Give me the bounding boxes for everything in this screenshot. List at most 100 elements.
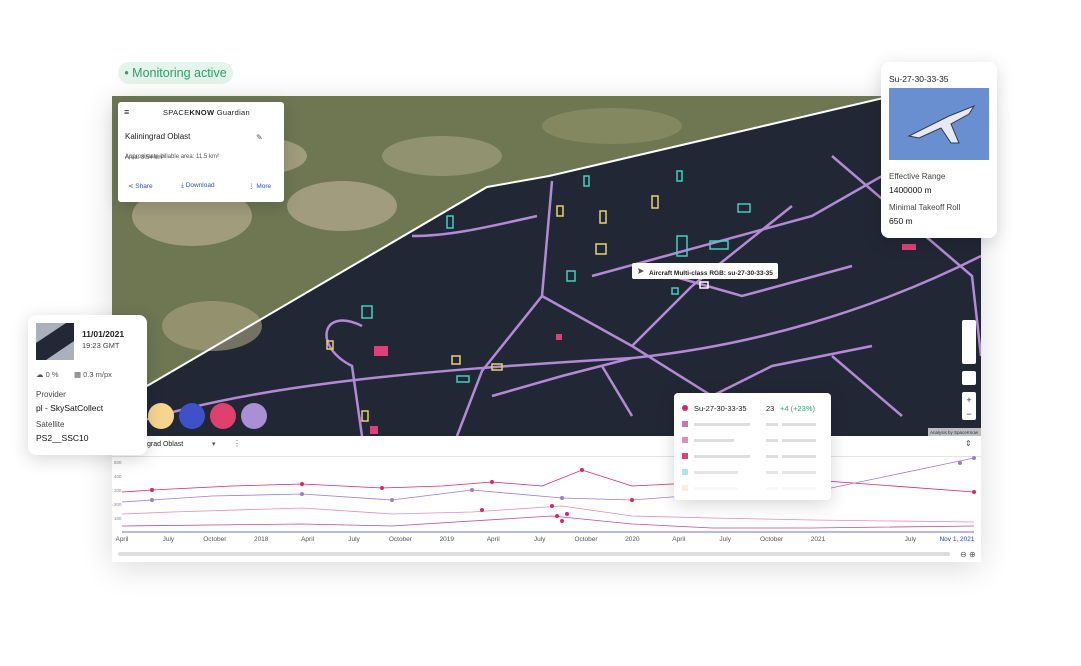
status-text: Monitoring active [132, 66, 227, 80]
field-value: pl - SkySatCollect [36, 403, 104, 413]
status-badge: • Monitoring active [118, 62, 233, 84]
expand-toggle[interactable]: ⇕ [965, 439, 972, 448]
x-label: October [203, 536, 227, 543]
main-panel: Aircraft Multi-class RGB: su-27-30-33-35… [112, 96, 981, 562]
x-labels: April July October 2018 April July October 2019… [115, 536, 974, 543]
vehicles-button[interactable] [210, 403, 236, 429]
map-sand [382, 136, 502, 176]
x-label: July [348, 536, 360, 543]
x-label: April [115, 536, 129, 543]
zoom-out-timeline[interactable]: ⊖ [960, 550, 967, 559]
resolution-value: 0.3 m/px [83, 370, 112, 379]
attribution: Analysis by SpaceKnow [930, 430, 979, 435]
aircraft-button[interactable] [179, 403, 205, 429]
map-tooltip-box [632, 263, 778, 279]
y-labels: 500 400 300 200 100 [114, 460, 122, 521]
cloud-value: 0 % [45, 370, 59, 379]
aircraft-title: Su-27-30-33-35 [889, 74, 949, 84]
menu-icon[interactable]: ≡ [124, 107, 130, 117]
field-label: Minimal Takeoff Roll [889, 203, 961, 212]
field-value: 650 m [889, 216, 913, 226]
share-label: Share [135, 183, 153, 190]
y-label: 200 [114, 502, 122, 507]
plane-icon [638, 268, 644, 274]
dropdown-caret: ▾ [212, 441, 216, 448]
timeline-series [121, 457, 975, 529]
more-label: More [256, 183, 272, 190]
x-label: Nov 1, 2021 [939, 536, 974, 543]
layers-button[interactable] [962, 371, 976, 385]
edit-icon[interactable]: ✎ [256, 133, 263, 142]
area: Area: 8.54 km² [125, 155, 165, 161]
map-tooltip: Aircraft Multi-class RGB: su-27-30-33-35 [649, 270, 773, 277]
field-value: 1400000 m [889, 185, 932, 195]
brand: SPACEKNOW Guardian [163, 108, 250, 117]
x-label: 2019 [440, 536, 455, 543]
aircraft-detections [370, 244, 916, 434]
aircraft-card: Su-27-30-33-35 Effective Range 1400000 m… [881, 62, 997, 238]
image-time: 19:23 GMT [82, 341, 120, 350]
x-label: July [905, 536, 917, 543]
legend-change: +4 (+23%) [780, 404, 816, 413]
zoom-in[interactable]: + [966, 395, 971, 405]
map-tool-group[interactable] [962, 320, 976, 364]
x-label: April [301, 536, 315, 543]
cloud-cover: ☁ 0 % [36, 370, 59, 379]
status-dot: • [124, 66, 133, 80]
x-label: 2021 [811, 536, 826, 543]
x-label: July [719, 536, 731, 543]
timeline-dots [150, 468, 976, 523]
x-label: October [574, 536, 598, 543]
brand-product: Guardian [216, 108, 250, 117]
aoi-boundary [146, 96, 893, 387]
zoom-buttons[interactable] [962, 392, 976, 420]
timeline-toolbar: Kaliningrad Oblast ▾ ⋮ ⇕ [112, 436, 981, 457]
x-label: July [163, 536, 175, 543]
location-name: Kaliningrad Oblast [125, 132, 191, 141]
x-label: October [760, 536, 784, 543]
y-label: 400 [114, 474, 122, 479]
y-label: 300 [114, 488, 122, 493]
image-card: 11/01/2021 19:23 GMT ☁ 0 % ▦ 0.3 m/px Pr… [28, 315, 147, 455]
legend-dot [682, 405, 688, 411]
region-select[interactable]: Kaliningrad Oblast [126, 441, 184, 448]
aircraft-image [889, 88, 989, 160]
resolution: ▦ 0.3 m/px [74, 370, 112, 379]
zoom-in-timeline[interactable]: ⊕ [969, 550, 976, 559]
detections [326, 170, 751, 422]
image-date: 11/01/2021 [82, 329, 125, 339]
map-sand [287, 181, 397, 231]
scrollbar[interactable] [118, 552, 950, 556]
timeline-dots [150, 456, 976, 502]
x-label: 2018 [254, 536, 269, 543]
more-button[interactable]: ⋮ More [248, 183, 272, 190]
x-label: July [534, 536, 546, 543]
field-label: Satellite [36, 420, 65, 429]
attribution-box [928, 428, 981, 436]
menu-dots[interactable]: ⋮ [233, 439, 241, 448]
map-sand [542, 108, 682, 144]
field-value: PS2__SSC10 [36, 433, 89, 443]
location-card: ≡ SPACEKNOW Guardian Kaliningrad Oblast … [118, 102, 284, 202]
zoom-out[interactable]: − [966, 409, 971, 419]
share-button[interactable]: ⋖ Share [128, 183, 153, 190]
map-controls: + − [962, 320, 976, 420]
legend-name: Su-27-30-33-35 [694, 404, 747, 413]
home-button[interactable] [148, 403, 174, 429]
brand-light: SPACE [163, 108, 190, 117]
legend-popup: Su-27-30-33-35 23 +4 (+23%) [674, 393, 831, 500]
y-label: 500 [114, 460, 122, 465]
report-button[interactable] [241, 403, 267, 429]
y-label: 100 [114, 516, 122, 521]
x-label: April [672, 536, 686, 543]
brand-bold: KNOW [189, 108, 215, 117]
x-label: October [389, 536, 413, 543]
legend-count: 23 [766, 404, 775, 413]
download-button[interactable]: ⤓ Download [181, 182, 215, 189]
image-thumbnail [36, 323, 74, 360]
map-field [112, 96, 981, 406]
field-label: Effective Range [889, 172, 946, 181]
